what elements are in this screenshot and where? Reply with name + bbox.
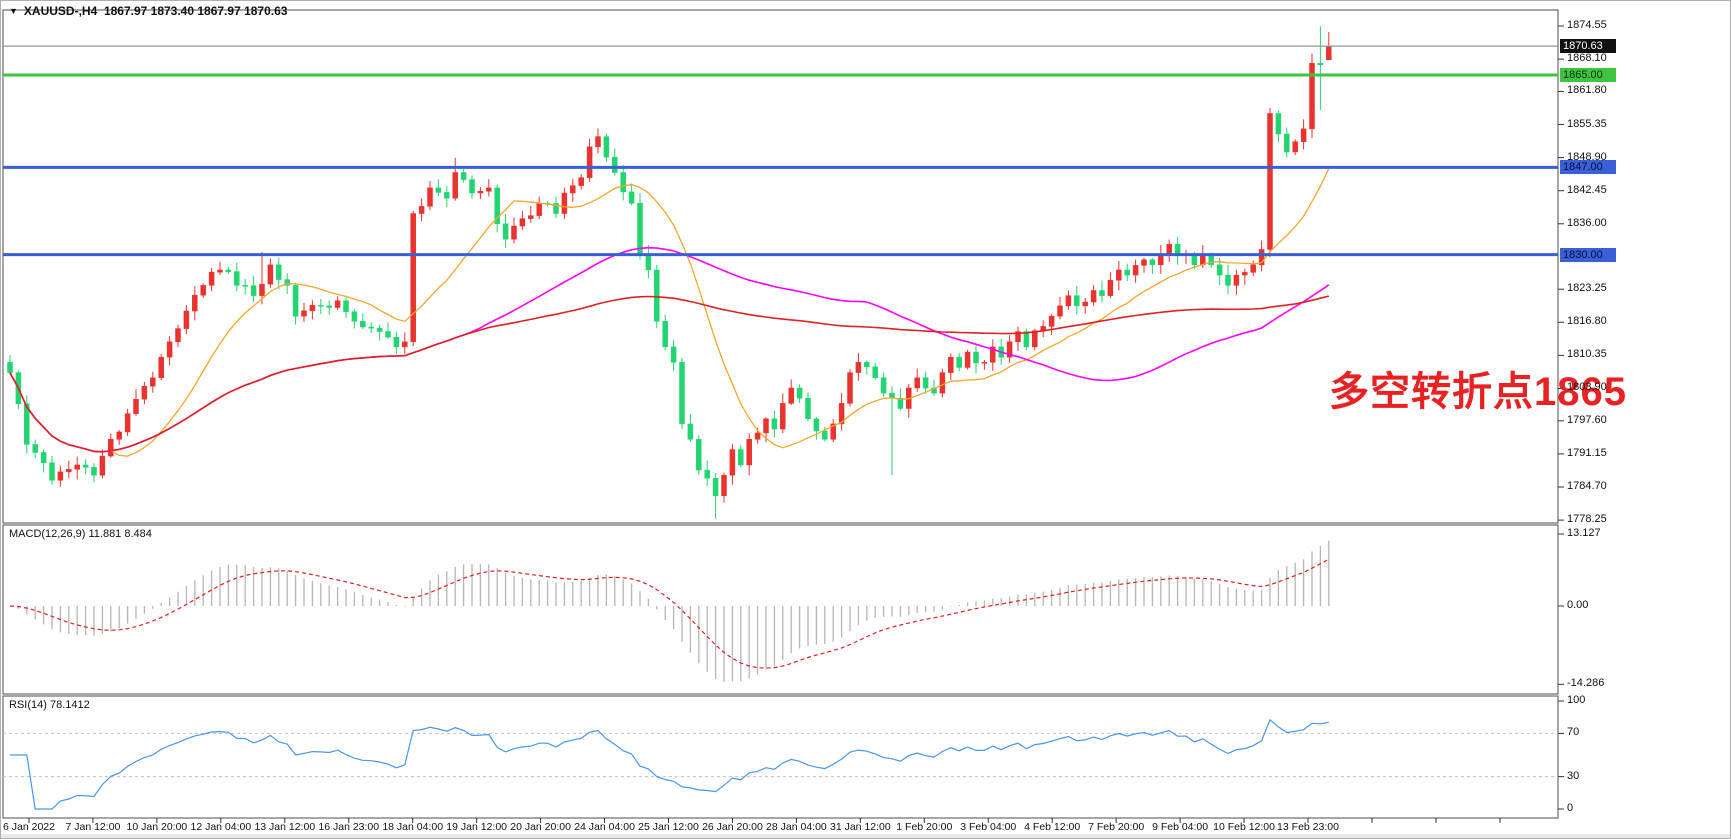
window-bottom-strip xyxy=(1,834,1730,838)
